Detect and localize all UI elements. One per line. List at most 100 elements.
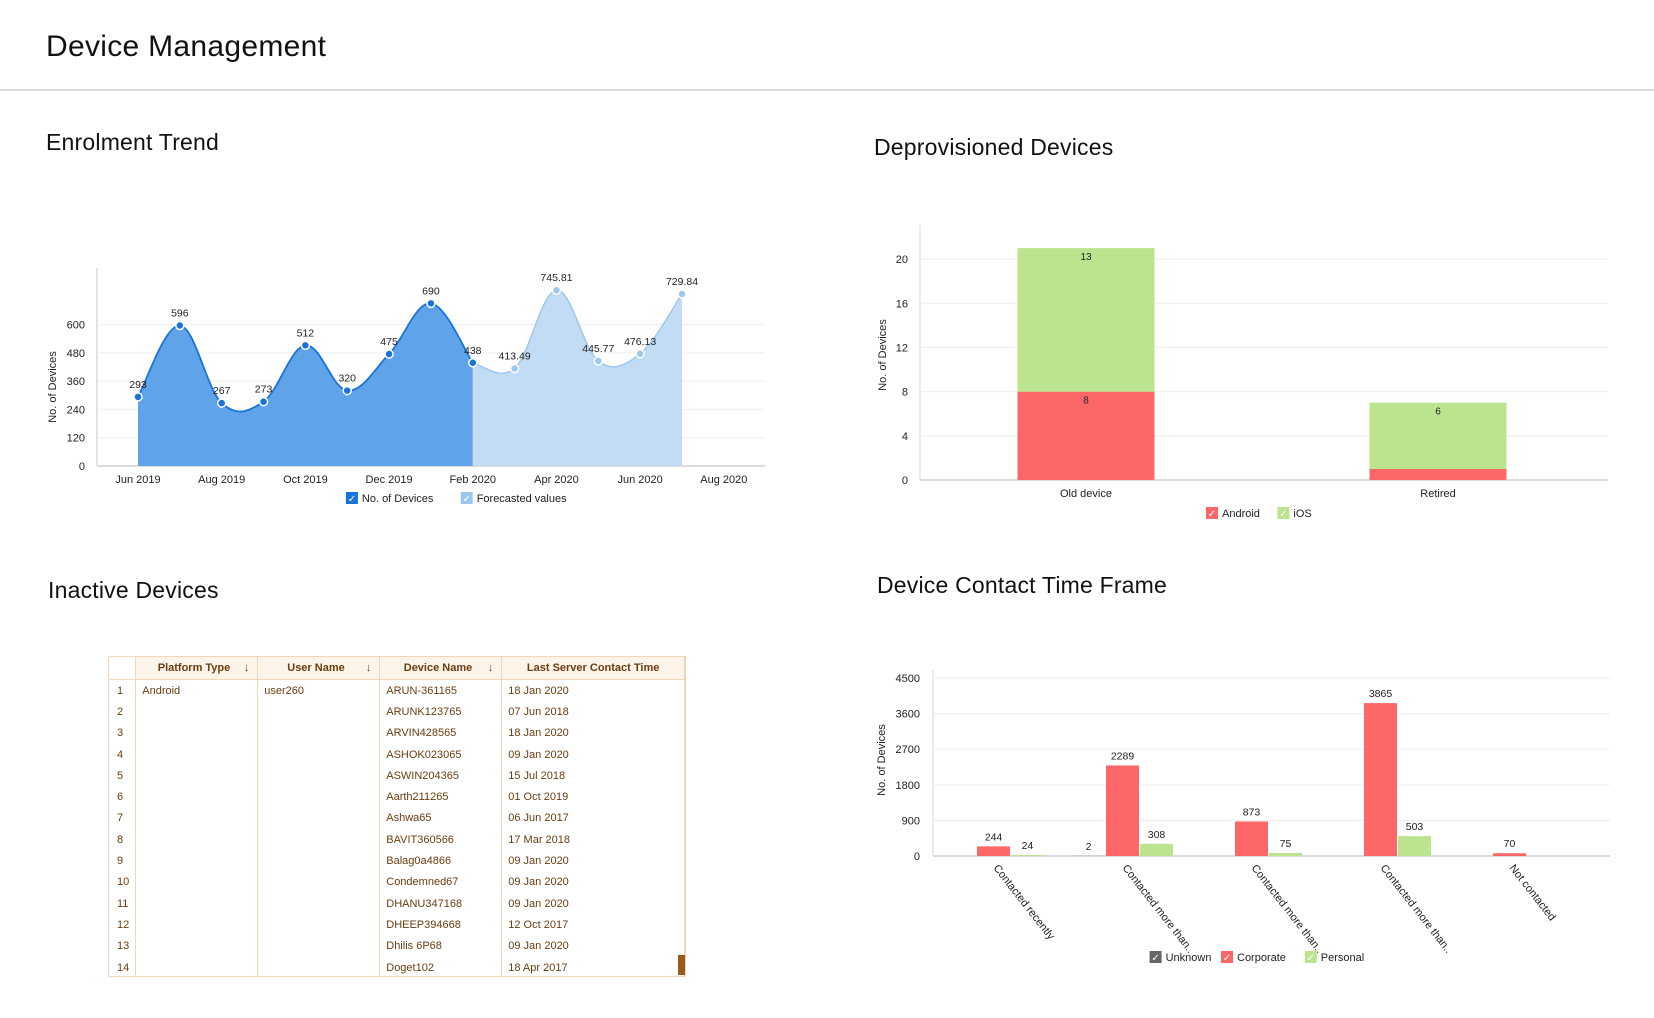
table-row[interactable]: 3 ARVIN428565 18 Jan 2020 [109,722,685,744]
legend-label: Corporate [1237,952,1286,964]
table-row[interactable]: 10 Condemned67 09 Jan 2020 [109,871,685,893]
table-row[interactable]: 6 Aarth211265 01 Oct 2019 [109,786,685,808]
cell-last-contact-time: 18 Apr 2017 [501,956,685,976]
y-tick-label: 120 [67,433,85,445]
table-row[interactable]: 1 Android user260 ARUN-361165 18 Jan 2020 [109,679,685,702]
y-tick-label: 600 [67,320,85,332]
data-point[interactable] [216,398,227,408]
table-row[interactable]: 13 Dhilis 6P68 09 Jan 2020 [109,935,685,957]
forecast-point[interactable] [635,349,645,359]
forecast-point[interactable] [509,363,520,374]
bar-corporate[interactable] [1235,821,1268,856]
table-row[interactable]: 9 Balag0a4866 09 Jan 2020 [109,850,685,872]
data-point[interactable] [384,349,394,359]
data-label: 24 [1022,840,1034,852]
cell-platform-type [135,722,259,744]
data-point[interactable] [133,392,143,402]
cell-last-contact-time: 06 Jun 2017 [501,807,685,830]
data-label: 475 [380,336,398,348]
row-index: 11 [109,892,137,915]
cell-last-contact-time: 07 Jun 2018 [501,701,685,723]
cell-last-contact-time: 09 Jan 2020 [501,892,685,915]
bar-personal[interactable] [1398,836,1431,856]
data-label: 729.84 [666,276,698,288]
legend-label: Forecasted values [477,493,567,505]
sort-arrow-icon[interactable]: ↓ [365,662,372,674]
data-label: 503 [1406,821,1424,833]
sort-arrow-icon[interactable]: ↓ [243,662,250,674]
y-tick-label: 1800 [896,780,920,792]
data-label: 745.81 [540,272,572,284]
table-scroll-handle[interactable] [678,955,685,975]
bar-personal[interactable] [1140,843,1173,856]
data-point[interactable] [342,385,352,396]
data-label: 6 [1435,407,1441,418]
legend-swatch [1277,507,1290,519]
data-point[interactable] [426,298,436,309]
legend-item-unknown[interactable]: ✓ Unknown [1149,951,1212,964]
column-label: User Name [287,662,345,674]
column-header-device-name[interactable]: Device Name ↓ [379,657,503,680]
data-point[interactable] [468,358,478,368]
data-label: 512 [297,327,315,339]
forecast-point[interactable] [551,285,562,295]
data-label: 413.49 [499,351,531,363]
sort-arrow-icon[interactable]: ↓ [487,662,494,674]
legend-item-forecasted-values[interactable]: ✓ Forecasted values [460,492,567,505]
table-row[interactable]: 2 ARUNK123765 07 Jun 2018 [109,701,685,723]
table-row[interactable]: 14 Doget102 18 Apr 2017 [109,956,685,976]
bar-corporate[interactable] [1106,765,1139,856]
column-header-user-name[interactable]: User Name ↓ [257,657,381,680]
cell-last-contact-time: 01 Oct 2019 [501,786,685,808]
bar-personal[interactable] [1011,855,1044,856]
table-row[interactable]: 7 Ashwa65 06 Jun 2017 [109,807,685,830]
cell-platform-type [135,892,259,915]
legend-item-ios[interactable]: ✓ iOS [1277,507,1312,520]
y-tick-label: 8 [902,387,908,399]
cell-device-name: Doget102 [379,956,503,976]
header-divider [0,89,1654,91]
legend-swatch [1149,951,1162,963]
bar-ios[interactable] [1017,248,1155,392]
bar-personal[interactable] [1269,853,1302,856]
bar-corporate[interactable] [1364,703,1397,856]
legend-item-no-of-devices[interactable]: ✓ No. of Devices [345,492,434,505]
data-label: 308 [1148,829,1166,841]
bar-android[interactable] [1017,391,1155,480]
cell-user-name [257,807,381,830]
forecast-point[interactable] [677,289,687,299]
data-label: 267 [213,385,231,397]
bar-corporate[interactable] [977,846,1010,856]
row-index: 7 [109,807,137,830]
x-tick-label: Jun 2019 [115,474,160,486]
cell-device-name: Balag0a4866 [379,850,503,872]
column-label: Device Name [403,662,473,674]
forecast-point[interactable] [593,356,604,366]
chart-legend: ✓ Android ✓ iOS [1206,507,1312,520]
bar-android[interactable] [1369,468,1507,480]
cell-user-name [257,701,381,723]
row-index: 3 [109,722,137,744]
legend-item-personal[interactable]: ✓ Personal [1304,951,1364,964]
y-tick-label: 4500 [896,673,920,685]
column-header-last-server-contact-time[interactable]: Last Server Contact Time [501,657,685,680]
table-row[interactable]: 12 DHEEP394668 12 Oct 2017 [109,914,685,936]
table-row[interactable]: 4 ASHOK023065 09 Jan 2020 [109,743,685,766]
table-row[interactable]: 11 DHANU347168 09 Jan 2020 [109,892,685,915]
data-point[interactable] [300,340,311,351]
bar-corporate[interactable] [1493,853,1526,856]
legend-item-android[interactable]: ✓ Android [1206,507,1260,520]
cell-platform-type [135,807,259,830]
data-point[interactable] [175,320,185,331]
table-row[interactable]: 5 ASWIN204365 15 Jul 2018 [109,765,685,787]
cell-platform-type [135,956,259,976]
x-tick-label: Aug 2019 [198,474,245,486]
data-label: 438 [464,345,482,357]
column-header-platform-type[interactable]: Platform Type ↓ [135,657,259,680]
legend-item-corporate[interactable]: ✓ Corporate [1221,951,1286,964]
cell-device-name: ARVIN428565 [379,722,503,744]
data-point[interactable] [258,396,269,407]
table-row[interactable]: 8 BAVIT360566 17 Mar 2018 [109,829,685,851]
data-label: 8 [1083,396,1089,407]
bar-ios[interactable] [1369,402,1507,469]
